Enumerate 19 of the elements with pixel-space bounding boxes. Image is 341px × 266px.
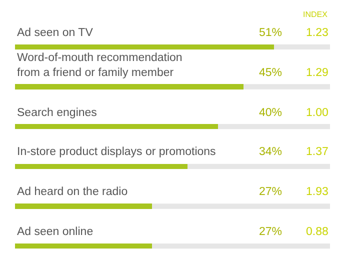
data-label: 27%	[259, 186, 282, 198]
annotation: 1.29	[306, 67, 328, 79]
data-label: 51%	[259, 27, 282, 39]
y-tick-label: Word-of-mouth recommendation from a friend or family member	[17, 52, 182, 79]
y-tick-label: Ad seen online	[17, 226, 94, 238]
data-label: 34%	[259, 146, 282, 158]
data-label: 27%	[259, 226, 282, 238]
annotation: 1.93	[306, 186, 328, 198]
y-tick-label: In-store product displays or promotions	[17, 146, 216, 158]
annotation: 1.23	[306, 27, 328, 39]
y-tick-label: Search engines	[17, 107, 98, 119]
annotation: 1.00	[306, 107, 328, 119]
annotation: 0.88	[306, 226, 328, 238]
y-tick-label: Ad seen on TV	[17, 27, 94, 39]
data-label: 45%	[259, 67, 282, 79]
data-label: 40%	[259, 107, 282, 119]
annotation: INDEX	[303, 10, 328, 19]
y-tick-label: Ad heard on the radio	[17, 186, 128, 198]
annotation: 1.37	[306, 146, 328, 158]
